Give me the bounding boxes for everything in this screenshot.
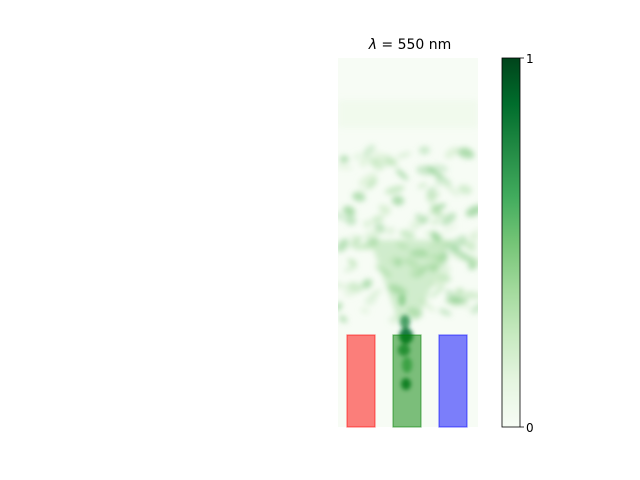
field-streak [430,164,449,173]
field-streak [465,204,478,217]
field-streak [361,278,373,289]
field-streak [359,157,368,168]
field-streak [408,218,421,229]
field-streak [363,219,373,228]
field-streak [358,172,377,187]
field-streak [434,178,443,187]
field-streak [417,182,428,189]
field-streak [436,173,452,186]
field-streak [436,273,450,289]
chart-title: λ = 550 nm [368,37,452,53]
field-streak [399,229,416,240]
field-streak [343,265,357,272]
field-streak [371,215,385,223]
field-streak [470,302,478,315]
field-streak [364,294,377,306]
field-streak [395,168,409,181]
field-streak [454,249,473,263]
field-streak [430,202,441,215]
field-streak [429,285,445,299]
field-streak [468,233,478,241]
field-streak [438,308,452,316]
field-streak [338,238,350,253]
field-streak [338,302,343,311]
pixel-green [392,334,422,428]
field-streak [338,281,351,290]
field-streak [443,181,460,197]
field-streak [338,211,346,221]
pixel-blue [438,334,468,428]
field-streak [463,291,478,300]
colorbar: 1 0 [501,52,534,435]
field-funnel [370,240,450,320]
field-streak [445,289,461,305]
field-streak [440,224,459,235]
field-streak [339,315,348,323]
field-streak [349,234,361,242]
field-streak [391,195,405,206]
field-streak [450,235,467,252]
field-streak [425,191,437,203]
field-streak [411,219,425,231]
field-streak [441,212,457,226]
field-streak [343,289,356,297]
pixel-row [346,334,468,428]
field-streak [444,146,459,159]
field-streak [345,215,357,226]
field-streak [339,155,349,164]
field-streak [396,151,412,159]
field-streak [360,307,370,314]
chart-title-symbol: λ [368,37,377,53]
field-streak [457,148,475,159]
field-streak [430,231,442,243]
colorbar-label-min: 0 [526,421,534,435]
field-blobs [338,100,478,324]
field-streak [347,258,357,266]
field-streak [362,144,376,158]
field-streak [416,165,435,176]
field-band [338,100,478,128]
field-streak [465,245,477,252]
field-streak [455,287,465,297]
field-streak [461,240,478,247]
field-streak [382,158,397,167]
field-streak [435,265,451,278]
field-streak [469,255,478,267]
field-streak [372,150,388,159]
field-streak [386,226,396,235]
colorbar-label-max: 1 [526,52,534,66]
pixel-red [346,334,376,428]
field-streak [384,185,405,195]
field-streak [381,205,392,215]
chart-title-rest: = 550 nm [377,37,451,53]
field-streak [342,205,356,216]
field-streak [430,217,442,226]
colorbar-frame [501,57,521,428]
field-streak [371,160,385,170]
field-streak [418,146,430,155]
field-hotspot [400,315,410,329]
field-streak [370,289,382,297]
field-streak [352,192,366,202]
field-streak [363,229,381,240]
field-streak [338,164,353,170]
field-streak [457,184,472,195]
field-streak [366,178,378,190]
colorbar-gradient [502,58,520,427]
field-hotspot [398,294,406,306]
field-streak [353,152,361,160]
